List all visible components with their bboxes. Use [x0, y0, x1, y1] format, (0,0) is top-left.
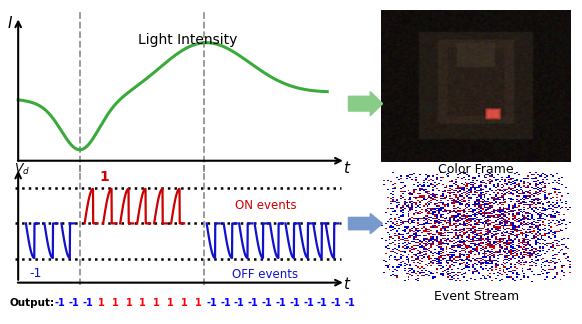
- Text: 1: 1: [100, 170, 109, 184]
- Text: 1: 1: [112, 298, 119, 307]
- Text: $I$: $I$: [8, 16, 13, 31]
- Text: -1: -1: [55, 298, 65, 307]
- Text: Event Stream: Event Stream: [434, 290, 519, 303]
- Text: Light Intensity: Light Intensity: [139, 33, 238, 47]
- FancyArrow shape: [349, 214, 382, 234]
- Text: -1: -1: [82, 298, 93, 307]
- Text: $t$: $t$: [343, 160, 352, 176]
- Text: 1: 1: [194, 298, 201, 307]
- Text: 1: 1: [153, 298, 160, 307]
- Text: Output:: Output:: [9, 298, 55, 307]
- Text: -1: -1: [248, 298, 258, 307]
- Text: $t$: $t$: [343, 276, 352, 292]
- Text: 1: 1: [139, 298, 146, 307]
- Text: 1: 1: [167, 298, 174, 307]
- Text: -1: -1: [29, 267, 41, 280]
- Text: -1: -1: [68, 298, 79, 307]
- Text: ON events: ON events: [235, 199, 296, 212]
- Text: -1: -1: [234, 298, 245, 307]
- Text: Color Frame: Color Frame: [438, 163, 514, 176]
- Text: -1: -1: [303, 298, 314, 307]
- Text: -1: -1: [331, 298, 342, 307]
- Text: -1: -1: [317, 298, 328, 307]
- Text: 1: 1: [126, 298, 132, 307]
- Text: OFF events: OFF events: [232, 268, 299, 281]
- Text: -1: -1: [261, 298, 272, 307]
- Text: -1: -1: [289, 298, 300, 307]
- Text: $V_d$: $V_d$: [13, 162, 30, 177]
- Text: -1: -1: [207, 298, 217, 307]
- Text: 1: 1: [181, 298, 187, 307]
- Text: -1: -1: [345, 298, 355, 307]
- FancyArrow shape: [349, 92, 382, 116]
- Text: 1: 1: [98, 298, 105, 307]
- Text: -1: -1: [220, 298, 231, 307]
- Text: -1: -1: [275, 298, 286, 307]
